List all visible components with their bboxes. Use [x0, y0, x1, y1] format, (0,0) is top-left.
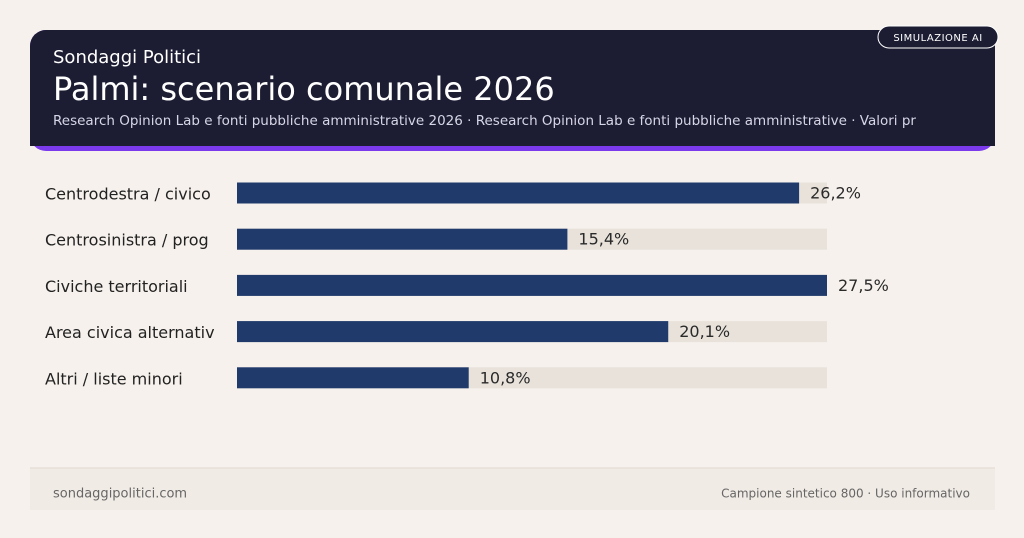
value-label: 10,8% [480, 368, 531, 387]
subtitle-clip: Research Opinion Lab e fonti pubbliche a… [53, 113, 916, 129]
category-label: Area civica alternativ [45, 323, 215, 342]
footer [30, 468, 995, 510]
badge [877, 25, 999, 49]
category-label: Centrodestra / civico [45, 185, 211, 204]
value-label: 20,1% [679, 322, 730, 341]
bar [237, 182, 800, 204]
value-label: 26,2% [810, 184, 861, 203]
header-card [30, 30, 995, 146]
category-label: Civiche territoriali [45, 277, 188, 296]
category-label: Centrosinistra / prog [45, 231, 209, 250]
category-label: Altri / liste minori [45, 369, 183, 388]
header-card-bottom [30, 120, 995, 146]
brand: Sondaggi Politici [53, 47, 201, 68]
bar [237, 321, 669, 343]
footer-right: Campione sintetico 800 · Uso informativo [721, 487, 970, 501]
bar [237, 367, 469, 389]
chart-title: Palmi: scenario comunale 2026 [53, 70, 555, 108]
bar [237, 274, 827, 296]
value-label: 27,5% [838, 276, 889, 295]
bar [237, 228, 568, 250]
value-label: 15,4% [578, 230, 629, 249]
chart-subtitle: Research Opinion Lab e fonti pubbliche a… [53, 113, 916, 129]
footer-left: sondaggipolitici.com [53, 487, 187, 502]
badge-text: SIMULAZIONE AI [893, 33, 982, 44]
